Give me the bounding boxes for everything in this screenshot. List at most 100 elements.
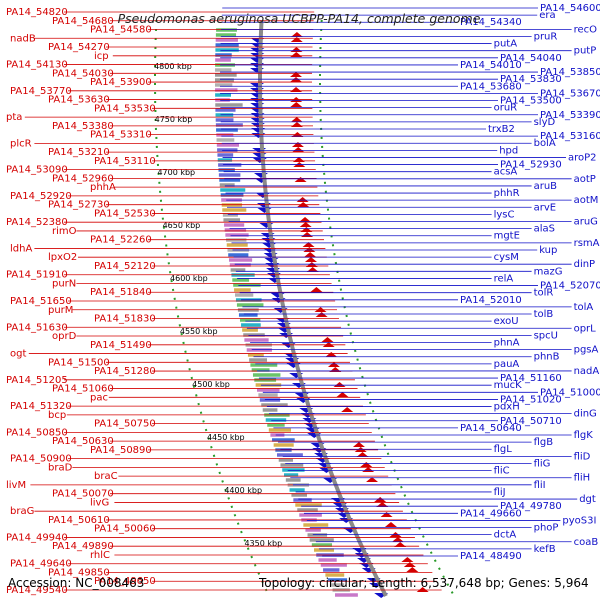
reverse-gene-label: PA14_51500 <box>48 357 110 368</box>
forward-gene-label: putA <box>494 39 518 50</box>
forward-gene-label: alaS <box>534 224 555 235</box>
reverse-gene-label: phhA <box>90 182 116 193</box>
forward-gene-label: flgB <box>534 437 554 448</box>
reverse-gene-label: purN <box>52 278 76 289</box>
reverse-gene-label: PA14_49650 <box>94 576 156 587</box>
forward-gene-label: pauA <box>494 359 520 370</box>
forward-gene-label: PA14_49660 <box>460 508 522 519</box>
forward-gene-label: tolB <box>534 309 554 320</box>
reverse-gene-label: PA14_52380 <box>6 217 68 228</box>
kbp-mark: 4650 kbp <box>163 221 201 230</box>
reverse-gene-label: pta <box>6 112 22 123</box>
genome-summary: Topology: circular; Length: 6,537,648 bp… <box>258 576 589 590</box>
reverse-gene-label: PA14_50900 <box>10 454 72 465</box>
reverse-gene-label: PA14_53090 <box>6 165 68 176</box>
map-title: Pseudomonas aeruginosa UCBPP-PA14, compl… <box>118 11 481 26</box>
forward-gene-label: PA14_50710 <box>500 416 562 427</box>
forward-gene-label: PA14_53390 <box>540 110 600 121</box>
forward-gene-label: fliH <box>574 473 591 484</box>
reverse-gene <box>290 52 303 57</box>
reverse-gene-label: PA14_51830 <box>94 314 156 325</box>
forward-gene-label: dinG <box>574 409 597 420</box>
forward-gene-label: tolA <box>574 302 594 313</box>
reverse-gene <box>299 217 312 222</box>
forward-gene-label: mgtE <box>494 231 520 242</box>
reverse-gene <box>416 587 429 592</box>
reverse-gene-label: PA14_53900 <box>90 77 152 88</box>
forward-gene-label: PA14_52010 <box>460 295 522 306</box>
forward-gene-label: fliD <box>574 451 591 462</box>
reverse-gene <box>290 37 303 42</box>
kbp-mark: 4350 kbp <box>244 539 282 548</box>
forward-gene-label: fliG <box>534 458 551 469</box>
kbp-mark: 4550 kbp <box>180 327 218 336</box>
forward-gene-label: spcU <box>534 330 558 341</box>
reverse-gene <box>290 72 303 77</box>
reverse-gene <box>290 87 303 92</box>
reverse-gene-label: PA14_52530 <box>94 208 156 219</box>
reverse-gene <box>304 257 317 262</box>
reverse-gene <box>336 392 349 397</box>
reverse-gene-label: PA14_54270 <box>48 42 110 53</box>
forward-gene-label: nadA <box>574 366 600 377</box>
reverse-gene-label: braD <box>48 462 73 473</box>
reverse-gene-label: PA14_54130 <box>6 60 68 71</box>
kbp-mark: 4750 kbp <box>155 115 193 124</box>
reverse-gene <box>306 267 319 272</box>
forward-gene-label: mucK <box>494 380 523 391</box>
forward-gene-label: oruR <box>494 103 518 114</box>
reverse-gene <box>301 232 314 237</box>
forward-gene-label: PA14_49780 <box>500 501 562 512</box>
reverse-gene-label: PA14_51320 <box>10 401 72 412</box>
reverse-gene-label: lpxO2 <box>48 252 77 263</box>
reverse-gene-label: ogt <box>10 349 26 360</box>
forward-gene-label: kefB <box>534 544 556 555</box>
reverse-gene-label: rhlC <box>90 550 110 561</box>
reverse-gene-label: purM <box>48 305 73 316</box>
forward-gene-label: PA14_54340 <box>460 17 522 28</box>
forward-gene-label: fliC <box>494 466 510 477</box>
reverse-gene <box>315 312 328 317</box>
reverse-gene-label: PA14_52260 <box>90 235 152 246</box>
reverse-gene-label: PA14_49890 <box>52 541 114 552</box>
reverse-gene-label: icp <box>94 51 109 62</box>
reverse-gene-label: PA14_52730 <box>48 200 110 211</box>
outer-dotted-ring <box>319 19 455 597</box>
genome-backbone <box>258 19 388 597</box>
reverse-gene <box>290 32 303 37</box>
forward-gene-label: bolA <box>534 138 556 149</box>
forward-gene-label: fliI <box>534 480 546 491</box>
forward-gene-label: PA14_48490 <box>460 551 522 562</box>
reverse-gene-label: PA14_50750 <box>94 419 156 430</box>
reverse-gene <box>391 537 404 542</box>
forward-gene-label: phnA <box>494 337 520 348</box>
forward-gene-label: trxB2 <box>488 124 515 135</box>
forward-gene-label: flgK <box>574 430 594 441</box>
reverse-gene-label: PA14_53530 <box>94 103 156 114</box>
forward-gene-label: PA14_53160 <box>540 131 600 142</box>
reverse-gene <box>327 362 340 367</box>
forward-gene-label: relA <box>494 273 514 284</box>
forward-gene-label: hpd <box>499 145 518 156</box>
forward-gene-label: fliJ <box>494 487 506 498</box>
forward-gene-label: pdxH <box>494 402 520 413</box>
inner-dotted-ring <box>154 19 270 597</box>
reverse-gene-label: PA14_51630 <box>6 322 68 333</box>
reverse-gene-label: oprD <box>52 331 77 342</box>
reverse-gene-label: braC <box>94 471 118 482</box>
forward-gene-label: PA14_51160 <box>500 373 562 384</box>
forward-gene-label: kup <box>539 245 557 256</box>
reverse-gene <box>376 502 389 507</box>
reverse-gene <box>302 242 315 247</box>
forward-gene-label: aotM <box>574 195 599 206</box>
reverse-gene <box>304 252 317 257</box>
reverse-gene <box>384 522 397 527</box>
forward-gene-label: flgL <box>494 444 513 455</box>
reverse-gene-label: PA14_50630 <box>52 436 114 447</box>
reverse-gene <box>291 142 304 147</box>
reverse-gene <box>290 47 303 52</box>
forward-gene-label: putP <box>574 46 597 57</box>
reverse-gene-label: PA14_53210 <box>48 147 110 158</box>
reverse-gene-label: PA14_50850 <box>6 427 68 438</box>
forward-gene-label: oprL <box>574 323 597 334</box>
